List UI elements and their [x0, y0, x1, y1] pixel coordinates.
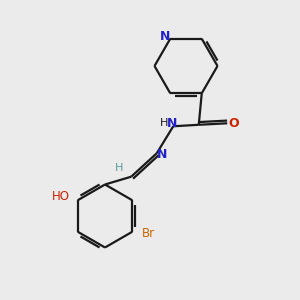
Text: HO: HO	[52, 190, 70, 203]
Text: N: N	[167, 117, 177, 130]
Text: Br: Br	[142, 227, 155, 240]
Text: N: N	[157, 148, 167, 161]
Text: H: H	[160, 118, 168, 128]
Text: N: N	[160, 30, 170, 43]
Text: O: O	[229, 117, 239, 130]
Text: H: H	[115, 163, 123, 173]
